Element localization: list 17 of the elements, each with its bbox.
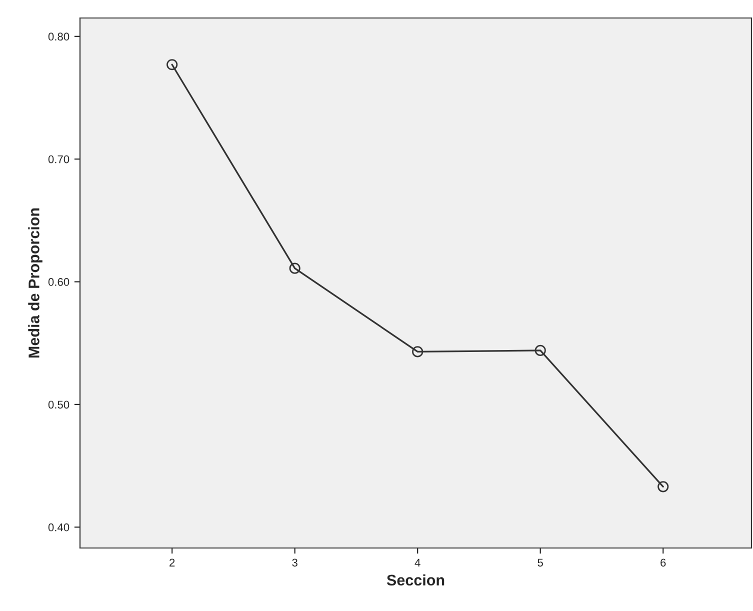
x-axis-title: Seccion [386,574,444,586]
x-tick-label: 2 [170,558,175,566]
point [289,262,300,274]
x-tick-label: 3 [292,558,298,567]
point [534,344,546,356]
x-tick-label: 4 [414,558,420,566]
x-tick-label: 6 [660,558,666,567]
y-tick-label: 0.60 [48,278,70,286]
y-tick-label: 0.80 [48,32,70,41]
point [658,481,669,492]
y-tick-label: 0.70 [48,155,70,164]
y-tick-label: 0.50 [48,400,70,409]
y-axis-title: Media de Proporcion [28,208,42,358]
point [412,346,424,358]
y-tick-label: 0.40 [48,523,70,532]
x-tick-label: 5 [538,558,543,567]
point [166,59,178,70]
